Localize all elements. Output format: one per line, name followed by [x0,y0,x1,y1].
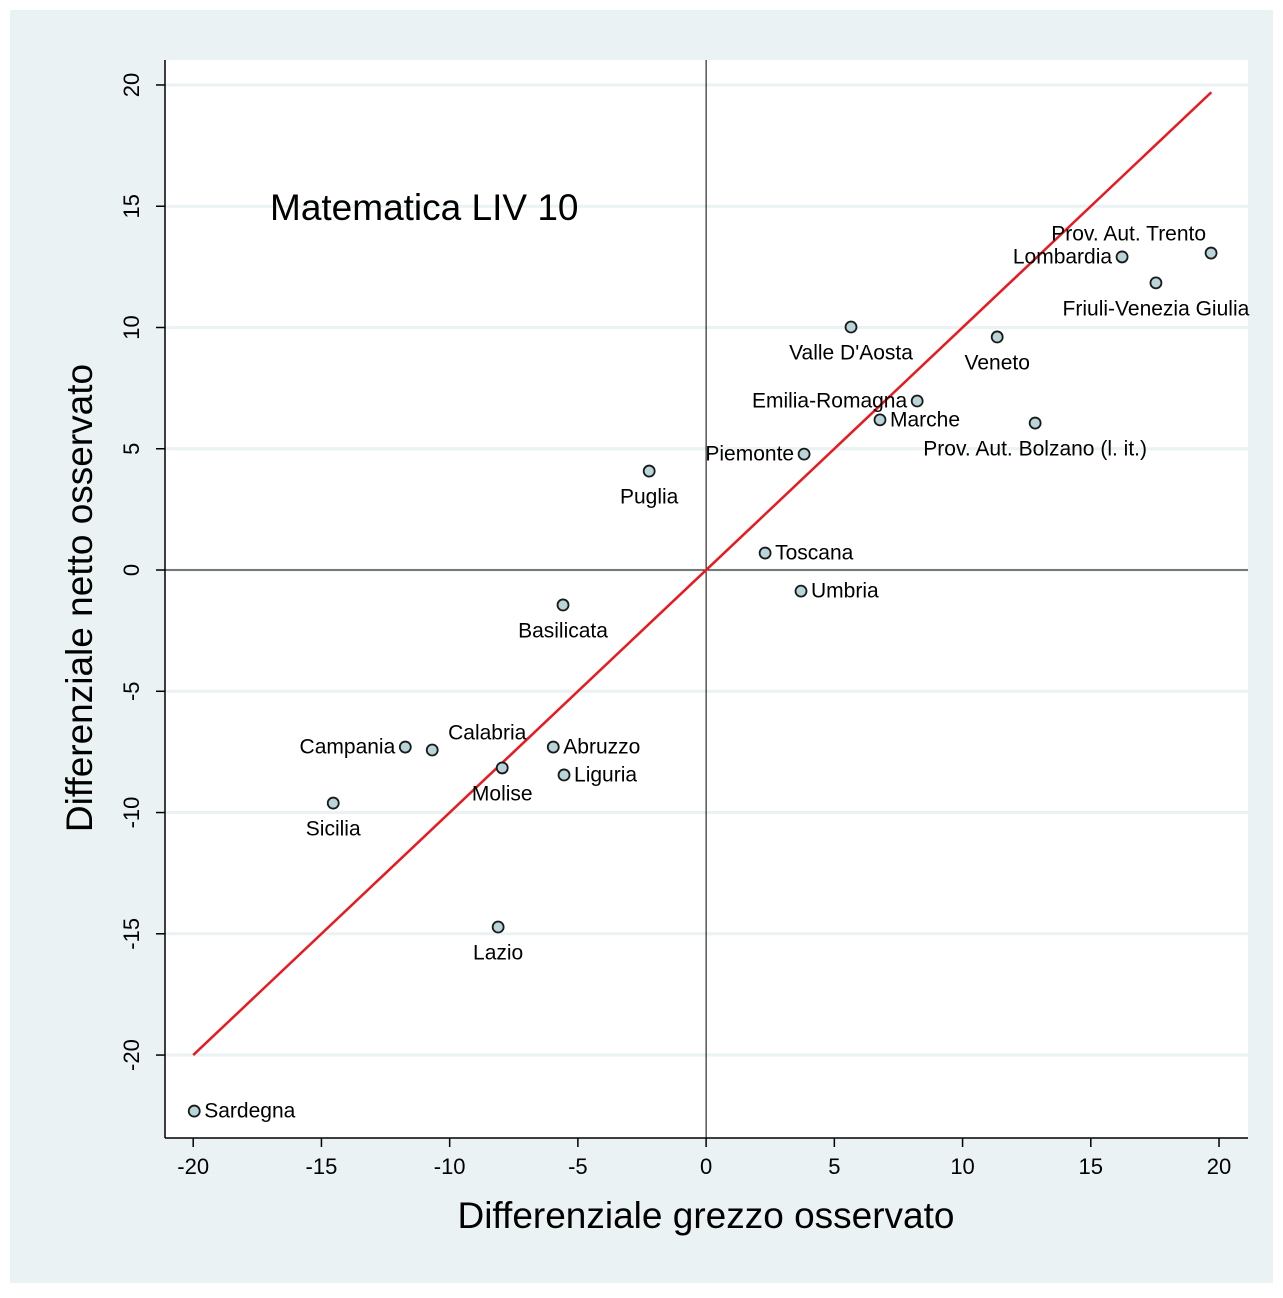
point [794,584,808,598]
y-tick-label: 20 [119,73,144,97]
point-label: Veneto [964,352,1029,375]
x-tick-label: 5 [828,1154,840,1179]
point [1149,276,1163,290]
point [425,743,439,757]
y-tick-label: -15 [119,918,144,950]
x-tick-label: 20 [1207,1154,1231,1179]
point [491,920,505,934]
point [398,740,412,754]
y-tick-label: 5 [119,443,144,455]
y-tick-label: -5 [119,681,144,701]
point-label: Abruzzo [563,736,640,759]
x-tick-label: -10 [434,1154,466,1179]
point [187,1104,201,1118]
y-tick-label: -20 [119,1039,144,1071]
chart-title: Matematica LIV 10 [270,187,578,228]
y-axis-title: Differenziale netto osservato [59,364,100,832]
point-label: Liguria [574,763,637,786]
point [758,546,772,560]
point-label: Lombardia [1013,245,1113,268]
point [557,768,571,782]
point [326,796,340,810]
point-label: Piemonte [705,443,794,466]
point-label: Prov. Aut. Trento [1051,223,1206,246]
point [642,464,656,478]
point-label: Toscana [775,542,854,565]
point [910,394,924,408]
point [1115,250,1129,264]
point [873,413,887,427]
plot: -20 -15 -10 -5 0 5 10 15 20 -20 -15 -10 -5 0 5 10 15 20 Sa… [119,60,1250,1179]
point-label: Umbria [811,580,879,603]
x-tick-label: 10 [950,1154,974,1179]
point [990,330,1004,344]
point-label: Emilia-Romagna [752,390,908,413]
point-label: Lazio [473,942,523,965]
point-label: Molise [472,782,533,805]
point-label: Sicilia [306,818,361,841]
x-tick-label: 15 [1079,1154,1103,1179]
point-label: Friuli-Venezia Giulia [1063,297,1250,320]
x-tick-label: -5 [568,1154,588,1179]
y-tick-label: 10 [119,315,144,339]
point-label: Valle D'Aosta [789,342,913,365]
point-label: Marche [890,408,960,431]
point-label: Sardegna [204,1100,295,1123]
point-label: Prov. Aut. Bolzano (l. it.) [923,438,1147,461]
y-tick-label: -10 [119,797,144,829]
x-tick-label: -20 [177,1154,209,1179]
y-tick-label: 0 [119,564,144,576]
x-axis-title: Differenziale grezzo osservato [457,1195,954,1236]
point [844,320,858,334]
point-label: Campania [300,736,396,759]
x-tick-label: 0 [700,1154,712,1179]
y-tick-label: 15 [119,194,144,218]
point-label: Puglia [620,486,679,509]
x-tick-label: -15 [306,1154,338,1179]
point [546,740,560,754]
point [1204,246,1218,260]
point [495,761,509,775]
fit-line [192,91,1213,1056]
point-label: Calabria [448,722,527,745]
point [797,447,811,461]
point [1028,416,1042,430]
point [556,598,570,612]
point-label: Basilicata [518,619,608,642]
